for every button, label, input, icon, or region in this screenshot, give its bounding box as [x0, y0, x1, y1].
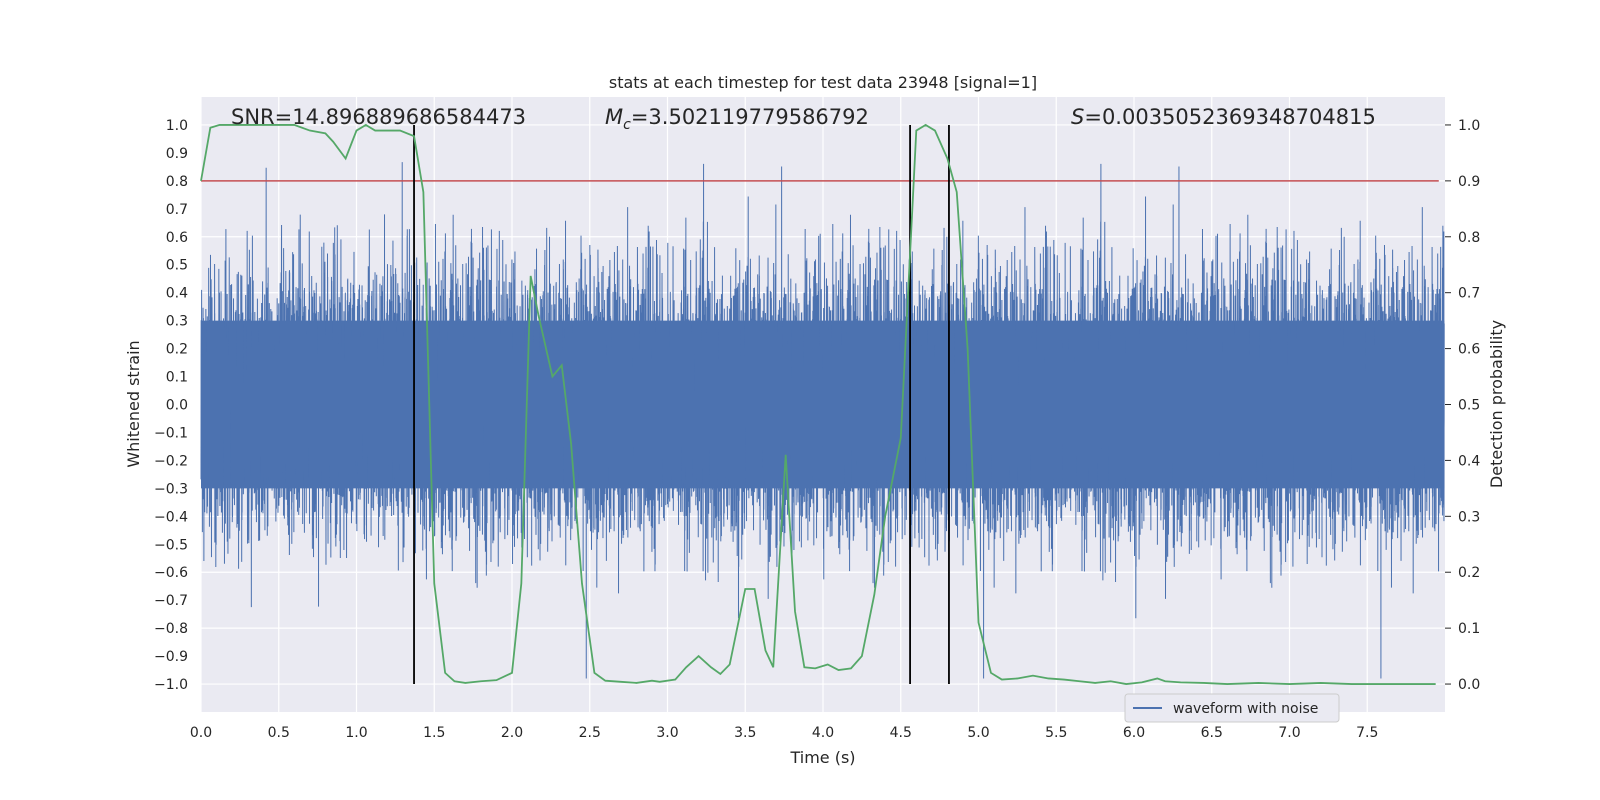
y-tick-label: −0.5 — [154, 537, 188, 553]
x-tick-label: 4.5 — [890, 725, 912, 741]
y2-tick-label: 0.2 — [1458, 565, 1480, 581]
x-tick-label: 2.0 — [501, 725, 523, 741]
y-tick-label: −0.1 — [154, 425, 188, 441]
y-tick-label: 0.7 — [166, 202, 188, 218]
x-tick-label: 4.0 — [812, 725, 834, 741]
y2-tick-label: 0.6 — [1458, 342, 1480, 358]
x-tick-label: 1.0 — [345, 725, 367, 741]
y2-tick-label: 0.7 — [1458, 286, 1480, 302]
y-tick-label: 0.4 — [166, 286, 188, 302]
ticks: 0.0 0.5 1.0 1.5 2.0 2.5 3.0 3.5 4.0 4.5 5.0 5.5 6.0 6… — [154, 118, 1480, 741]
x-tick-label: 7.5 — [1356, 725, 1378, 741]
s-value: =0.0035052369348704815 — [1084, 105, 1376, 129]
y-tick-label: −0.4 — [154, 509, 188, 525]
y2-tick-label: 0.8 — [1458, 230, 1480, 246]
y-tick-label: 0.6 — [166, 230, 188, 246]
x-tick-label: 1.5 — [423, 725, 445, 741]
y-tick-label: −0.3 — [154, 481, 188, 497]
y-tick-label: −0.2 — [154, 453, 188, 469]
y2-tick-label: 1.0 — [1458, 118, 1480, 134]
y2-tick-label: 0.1 — [1458, 621, 1480, 637]
x-axis-label: Time (s) — [789, 748, 855, 767]
mc-value: =3.502119779586792 — [631, 105, 869, 129]
x-tick-label: 5.0 — [967, 725, 989, 741]
mc-subscript: c — [623, 117, 631, 133]
waveform-series — [200, 162, 1445, 679]
y-tick-label: −0.9 — [154, 649, 188, 665]
x-tick-label: 7.0 — [1278, 725, 1300, 741]
y-tick-label: 1.0 — [166, 118, 188, 134]
x-tick-label: 6.5 — [1201, 725, 1223, 741]
x-tick-label: 0.0 — [190, 725, 212, 741]
x-tick-label: 5.5 — [1045, 725, 1067, 741]
snr-annotation: SNR=14.896889686584473 — [231, 105, 526, 129]
legend-label: waveform with noise — [1173, 701, 1318, 717]
y-tick-label: 0.3 — [166, 314, 188, 330]
y-axis-label: Whitened strain — [124, 340, 143, 467]
y2-tick-label: 0.5 — [1458, 398, 1480, 414]
y-tick-label: 0.8 — [166, 174, 188, 190]
y-tick-label: −0.8 — [154, 621, 188, 637]
y2-tick-label: 0.4 — [1458, 453, 1480, 469]
y-tick-label: −1.0 — [154, 677, 188, 693]
legend: waveform with noise — [1124, 693, 1340, 723]
y2-tick-label: 0.9 — [1458, 174, 1480, 190]
s-annotation: S=0.0035052369348704815 — [1071, 105, 1376, 129]
y-tick-label: 0.1 — [166, 370, 188, 386]
chart-title: stats at each timestep for test data 239… — [609, 73, 1037, 92]
x-tick-label: 3.0 — [656, 725, 678, 741]
y2-axis-label: Detection probability — [1487, 320, 1506, 488]
y-tick-label: −0.7 — [154, 593, 188, 609]
legend-box — [1124, 693, 1340, 723]
y-tick-label: −0.6 — [154, 565, 188, 581]
x-tick-label: 3.5 — [734, 725, 756, 741]
y-tick-label: 0.2 — [166, 342, 188, 358]
y2-tick-label: 0.0 — [1458, 677, 1480, 693]
y-tick-label: 0.0 — [166, 398, 188, 414]
detection-probability-line — [200, 123, 1436, 685]
y-tick-label: 0.5 — [166, 258, 188, 274]
x-tick-label: 2.5 — [579, 725, 601, 741]
x-tick-label: 6.0 — [1123, 725, 1145, 741]
y-tick-label: 0.9 — [166, 146, 188, 162]
y2-tick-label: 0.3 — [1458, 509, 1480, 525]
x-tick-label: 0.5 — [268, 725, 290, 741]
s-symbol: S — [1071, 105, 1084, 129]
chirp-mass-annotation: Mc=3.502119779586792 — [605, 105, 869, 133]
waveform-line — [200, 162, 1445, 679]
mc-symbol: M — [605, 105, 623, 129]
overlay-layer — [200, 123, 1439, 685]
